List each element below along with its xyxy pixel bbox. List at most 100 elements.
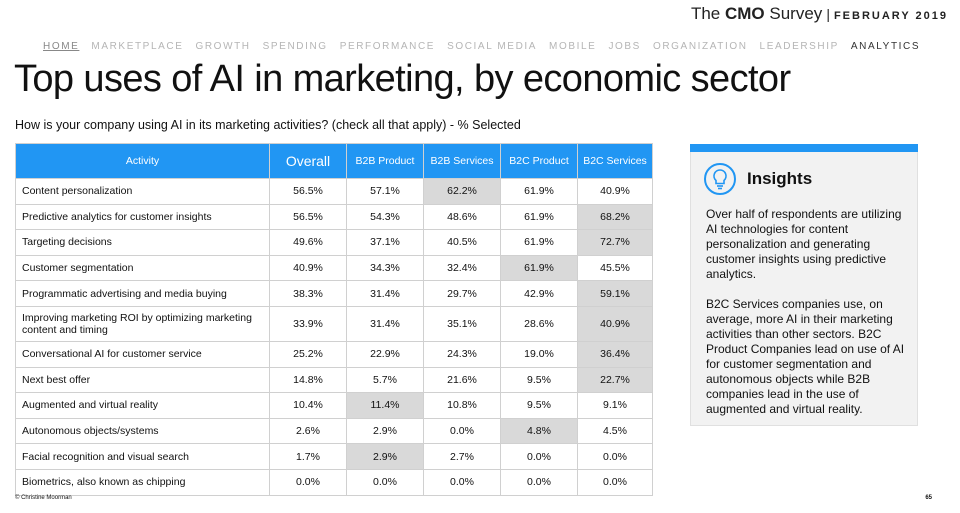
value-cell: 36.4% (577, 340, 653, 368)
subtitle: How is your company using AI in its mark… (15, 118, 521, 132)
value-cell: 0.0% (577, 443, 653, 470)
col-header: B2C Product (500, 143, 578, 179)
brand-date: FEBRUARY 2019 (833, 10, 948, 22)
value-cell: 61.9% (500, 254, 578, 282)
value-cell: 2.7% (423, 443, 501, 470)
value-cell: 54.3% (346, 203, 424, 231)
value-cell: 56.5% (269, 203, 347, 231)
value-cell: 32.4% (423, 254, 501, 282)
value-cell: 21.6% (423, 366, 501, 394)
value-cell: 31.4% (346, 305, 424, 342)
value-cell: 45.5% (577, 254, 653, 282)
value-cell: 40.9% (577, 305, 653, 342)
table-row: Content personalization 56.5% 57.1% 62.2% 61… (15, 178, 653, 205)
table-row: Improving marketing ROI by optimizing ma… (15, 305, 653, 342)
value-cell: 2.6% (269, 417, 347, 445)
table-row: Augmented and virtual reality 10.4% 11.4% 1… (15, 392, 653, 419)
nav: HOME MARKETPLACE GROWTH SPENDING PERFORMANCE… (43, 41, 932, 52)
insights-paragraph: B2C Services companies use, on average, … (706, 297, 905, 416)
value-cell: 0.0% (423, 468, 501, 496)
value-cell: 19.0% (500, 340, 578, 368)
value-cell: 9.1% (577, 392, 653, 419)
table-row: Biometrics, also known as chipping 0.0% 0.… (15, 468, 653, 496)
value-cell: 29.7% (423, 280, 501, 307)
value-cell: 5.7% (346, 366, 424, 394)
insights-text: Over half of respondents are utilizing A… (706, 207, 911, 432)
col-header: B2C Services (577, 143, 653, 179)
activity-cell: Programmatic advertising and media buyin… (15, 280, 270, 307)
value-cell: 4.8% (500, 417, 578, 445)
value-cell: 2.9% (346, 443, 424, 470)
value-cell: 61.9% (500, 203, 578, 231)
nav-item[interactable]: SPENDING (262, 41, 328, 52)
nav-item[interactable]: MOBILE (549, 41, 597, 52)
table-row: Targeting decisions 49.6% 37.1% 40.5% 61.9% 7… (15, 229, 653, 256)
nav-item[interactable]: HOME (43, 41, 80, 52)
value-cell: 9.5% (500, 392, 578, 419)
value-cell: 38.3% (269, 280, 347, 307)
col-header: Activity (15, 143, 270, 179)
insights-title: Insights (747, 169, 813, 188)
table-row: Next best offer 14.8% 5.7% 21.6% 9.5% 22.7% (15, 366, 653, 394)
table: Activity Overall B2B Product B2B Service… (15, 143, 653, 496)
value-cell: 9.5% (500, 366, 578, 394)
value-cell: 0.0% (500, 468, 578, 496)
col-header: B2B Product (346, 143, 424, 179)
page-number: 65 (925, 495, 932, 501)
value-cell: 56.5% (269, 178, 347, 205)
table-row: Programmatic advertising and media buyin… (15, 280, 653, 307)
value-cell: 0.0% (423, 417, 501, 445)
value-cell: 22.9% (346, 340, 424, 368)
value-cell: 59.1% (577, 280, 653, 307)
nav-item[interactable]: ANALYTICS (850, 41, 921, 52)
value-cell: 1.7% (269, 443, 347, 470)
copyright: © Christine Moorman (15, 495, 72, 501)
activity-cell: Improving marketing ROI by optimizing ma… (15, 305, 270, 342)
nav-item[interactable]: MARKETPLACE (91, 41, 184, 52)
col-header: B2B Services (423, 143, 501, 179)
table-row: Customer segmentation 40.9% 34.3% 32.4% 61.9… (15, 254, 653, 282)
brand-prefix: The (690, 4, 721, 23)
activity-cell: Augmented and virtual reality (15, 392, 270, 419)
activity-cell: Biometrics, also known as chipping (15, 468, 270, 496)
value-cell: 22.7% (577, 366, 653, 394)
value-cell: 40.5% (423, 229, 501, 256)
value-cell: 0.0% (577, 468, 653, 496)
value-cell: 2.9% (346, 417, 424, 445)
col-header: Overall (269, 143, 347, 179)
value-cell: 10.8% (423, 392, 501, 419)
brand-bold: CMO (724, 4, 765, 23)
nav-item[interactable]: SOCIAL MEDIA (447, 41, 538, 52)
nav-item[interactable]: JOBS (608, 41, 641, 52)
table-row: Conversational AI for customer service 25… (15, 340, 653, 368)
value-cell: 11.4% (346, 392, 424, 419)
brand-suffix: Survey (769, 4, 823, 23)
activity-cell: Conversational AI for customer service (15, 340, 270, 368)
value-cell: 31.4% (346, 280, 424, 307)
value-cell: 48.6% (423, 203, 501, 231)
value-cell: 0.0% (346, 468, 424, 496)
value-cell: 24.3% (423, 340, 501, 368)
value-cell: 35.1% (423, 305, 501, 342)
nav-item[interactable]: GROWTH (195, 41, 251, 52)
nav-item[interactable]: ORGANIZATION (652, 41, 748, 52)
value-cell: 10.4% (269, 392, 347, 419)
insights-paragraph: Over half of respondents are utilizing A… (706, 207, 902, 281)
insights-icon (704, 163, 736, 195)
activity-cell: Predictive analytics for customer insigh… (15, 203, 270, 231)
activity-cell: Autonomous objects/systems (15, 417, 270, 445)
value-cell: 25.2% (269, 340, 347, 368)
insights-bar (690, 144, 918, 152)
nav-item[interactable]: LEADERSHIP (759, 41, 839, 52)
value-cell: 14.8% (269, 366, 347, 394)
value-cell: 0.0% (269, 468, 347, 496)
table-row: Autonomous objects/systems 2.6% 2.9% 0.0% 4.… (15, 417, 653, 445)
brand-separator: | (826, 6, 830, 22)
value-cell: 68.2% (577, 203, 653, 231)
value-cell: 61.9% (500, 178, 578, 205)
nav-item[interactable]: PERFORMANCE (339, 41, 436, 52)
title: Top uses of AI in marketing, by economic… (14, 58, 791, 100)
value-cell: 37.1% (346, 229, 424, 256)
value-cell: 62.2% (423, 178, 501, 205)
